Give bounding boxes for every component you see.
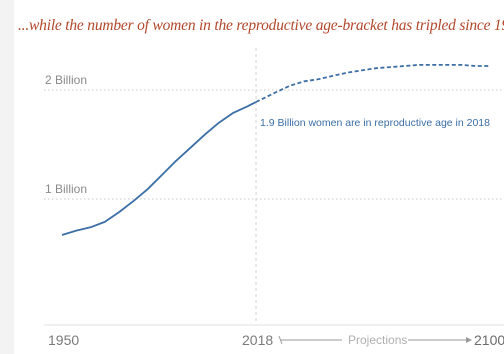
- arrow-head-icon: [466, 337, 472, 343]
- y-tick-label: 1 Billion: [45, 182, 87, 196]
- chart-title: ...while the number of women in the repr…: [18, 17, 504, 34]
- projection-label: Projections: [348, 333, 407, 347]
- y-tick-label: 2 Billion: [45, 73, 87, 87]
- x-tick-label: 1950: [48, 332, 79, 348]
- chart-panel: [14, 0, 504, 354]
- series-line-projection: [255, 64, 490, 103]
- x-tick-label: 2100: [474, 332, 504, 348]
- x-tick-label: 2018: [242, 332, 273, 348]
- series-line-historical: [61, 101, 257, 236]
- annotation-label: 1.9 Billion women are in reproductive ag…: [260, 117, 490, 129]
